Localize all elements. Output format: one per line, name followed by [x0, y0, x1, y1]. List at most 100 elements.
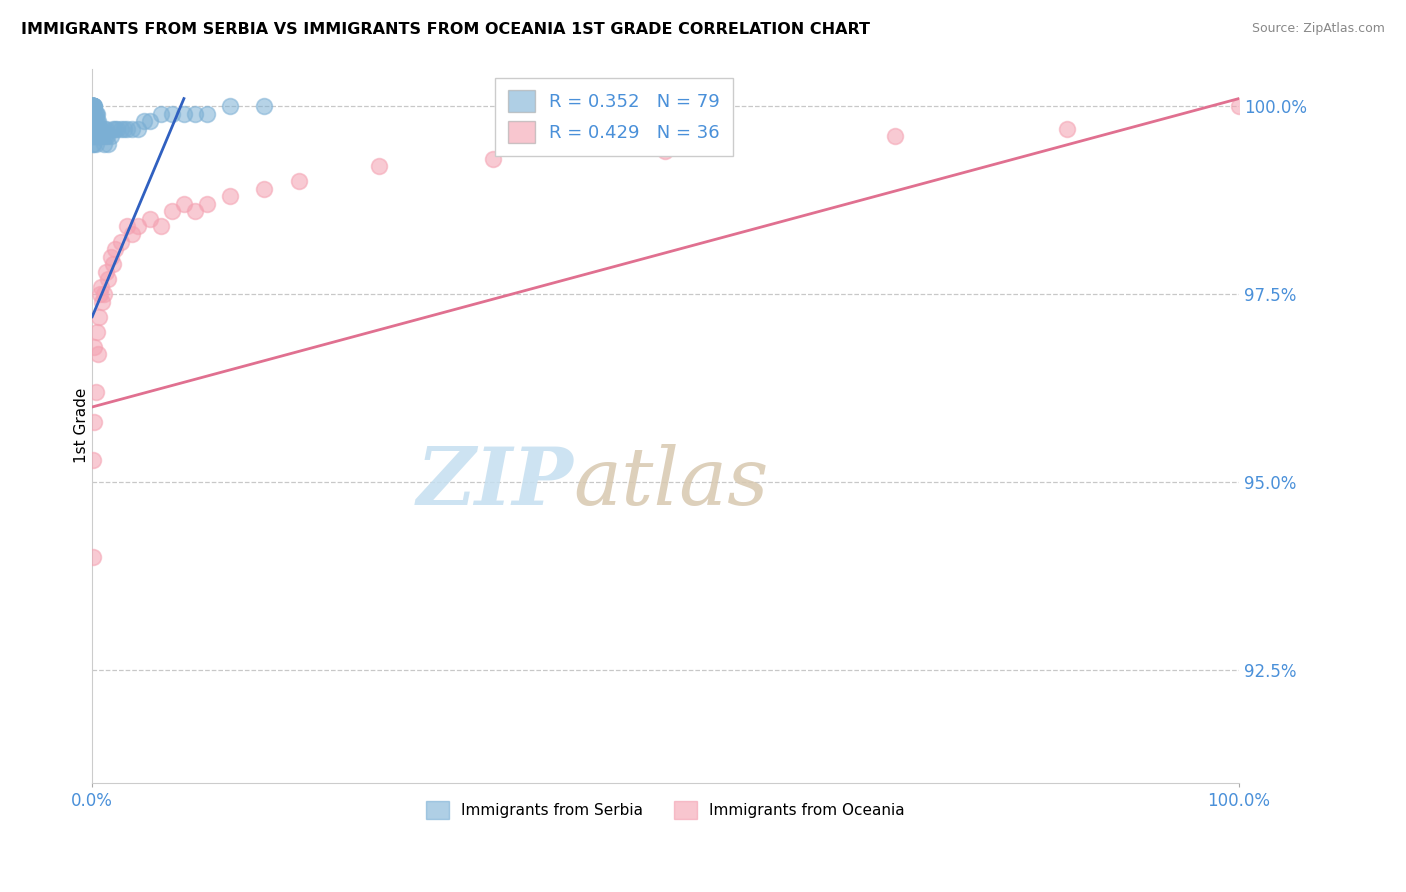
Point [90, 279, 112, 293]
Point [100, 129, 122, 144]
Point [93, 287, 115, 301]
Point [149, 106, 172, 120]
Point [82, 99, 104, 113]
Point [138, 211, 160, 226]
Point [82, 99, 104, 113]
Point [91, 294, 114, 309]
Point [162, 204, 184, 219]
Point [253, 182, 276, 196]
Point [138, 114, 160, 128]
Point [93, 121, 115, 136]
Point [287, 174, 309, 188]
Point [93, 136, 115, 151]
Point [82, 550, 104, 565]
Point [82, 99, 104, 113]
Point [83, 340, 105, 354]
Point [82, 136, 104, 151]
Point [100, 250, 122, 264]
Point [83, 415, 105, 429]
Text: atlas: atlas [574, 444, 769, 522]
Point [82, 136, 104, 151]
Point [107, 121, 129, 136]
Point [83, 99, 105, 113]
Point [101, 121, 124, 136]
Text: ZIP: ZIP [416, 444, 574, 522]
Point [82, 452, 104, 467]
Point [94, 264, 117, 278]
Point [1227, 99, 1250, 113]
Point [82, 99, 104, 113]
Point [82, 106, 104, 120]
Point [184, 106, 207, 120]
Point [84, 384, 107, 399]
Point [104, 242, 127, 256]
Point [883, 129, 905, 144]
Point [654, 145, 676, 159]
Point [82, 106, 104, 120]
Point [94, 121, 117, 136]
Point [84, 106, 107, 120]
Point [97, 272, 120, 286]
Point [132, 114, 155, 128]
Point [87, 114, 110, 128]
Point [84, 129, 107, 144]
Point [482, 152, 505, 166]
Point [127, 121, 149, 136]
Point [82, 99, 104, 113]
Point [82, 106, 104, 120]
Legend: Immigrants from Serbia, Immigrants from Oceania: Immigrants from Serbia, Immigrants from … [420, 795, 911, 825]
Point [87, 121, 110, 136]
Point [82, 99, 104, 113]
Point [367, 159, 389, 173]
Point [121, 227, 143, 241]
Point [195, 106, 218, 120]
Point [87, 129, 110, 144]
Point [82, 121, 104, 136]
Point [86, 114, 108, 128]
Text: Source: ZipAtlas.com: Source: ZipAtlas.com [1251, 22, 1385, 36]
Point [96, 129, 118, 144]
Point [82, 99, 104, 113]
Point [97, 136, 120, 151]
Point [91, 129, 114, 144]
Point [82, 99, 104, 113]
Point [90, 121, 112, 136]
Point [84, 136, 107, 151]
Point [110, 121, 132, 136]
Point [149, 219, 172, 234]
Y-axis label: 1st Grade: 1st Grade [73, 388, 89, 464]
Point [82, 99, 104, 113]
Text: IMMIGRANTS FROM SERBIA VS IMMIGRANTS FROM OCEANIA 1ST GRADE CORRELATION CHART: IMMIGRANTS FROM SERBIA VS IMMIGRANTS FRO… [21, 22, 870, 37]
Point [87, 310, 110, 324]
Point [104, 121, 127, 136]
Point [195, 197, 218, 211]
Point [87, 121, 110, 136]
Point [162, 106, 184, 120]
Point [89, 287, 111, 301]
Point [110, 235, 132, 249]
Point [89, 121, 111, 136]
Point [86, 121, 108, 136]
Point [82, 99, 104, 113]
Point [84, 121, 107, 136]
Point [82, 114, 104, 128]
Point [82, 114, 104, 128]
Point [89, 129, 111, 144]
Point [83, 106, 105, 120]
Point [86, 106, 108, 120]
Point [83, 114, 105, 128]
Point [82, 129, 104, 144]
Point [115, 219, 138, 234]
Point [83, 121, 105, 136]
Point [82, 106, 104, 120]
Point [184, 204, 207, 219]
Point [82, 129, 104, 144]
Point [83, 129, 105, 144]
Point [173, 197, 195, 211]
Point [87, 129, 110, 144]
Point [82, 121, 104, 136]
Point [253, 99, 276, 113]
Point [84, 114, 107, 128]
Point [86, 325, 108, 339]
Point [84, 106, 107, 120]
